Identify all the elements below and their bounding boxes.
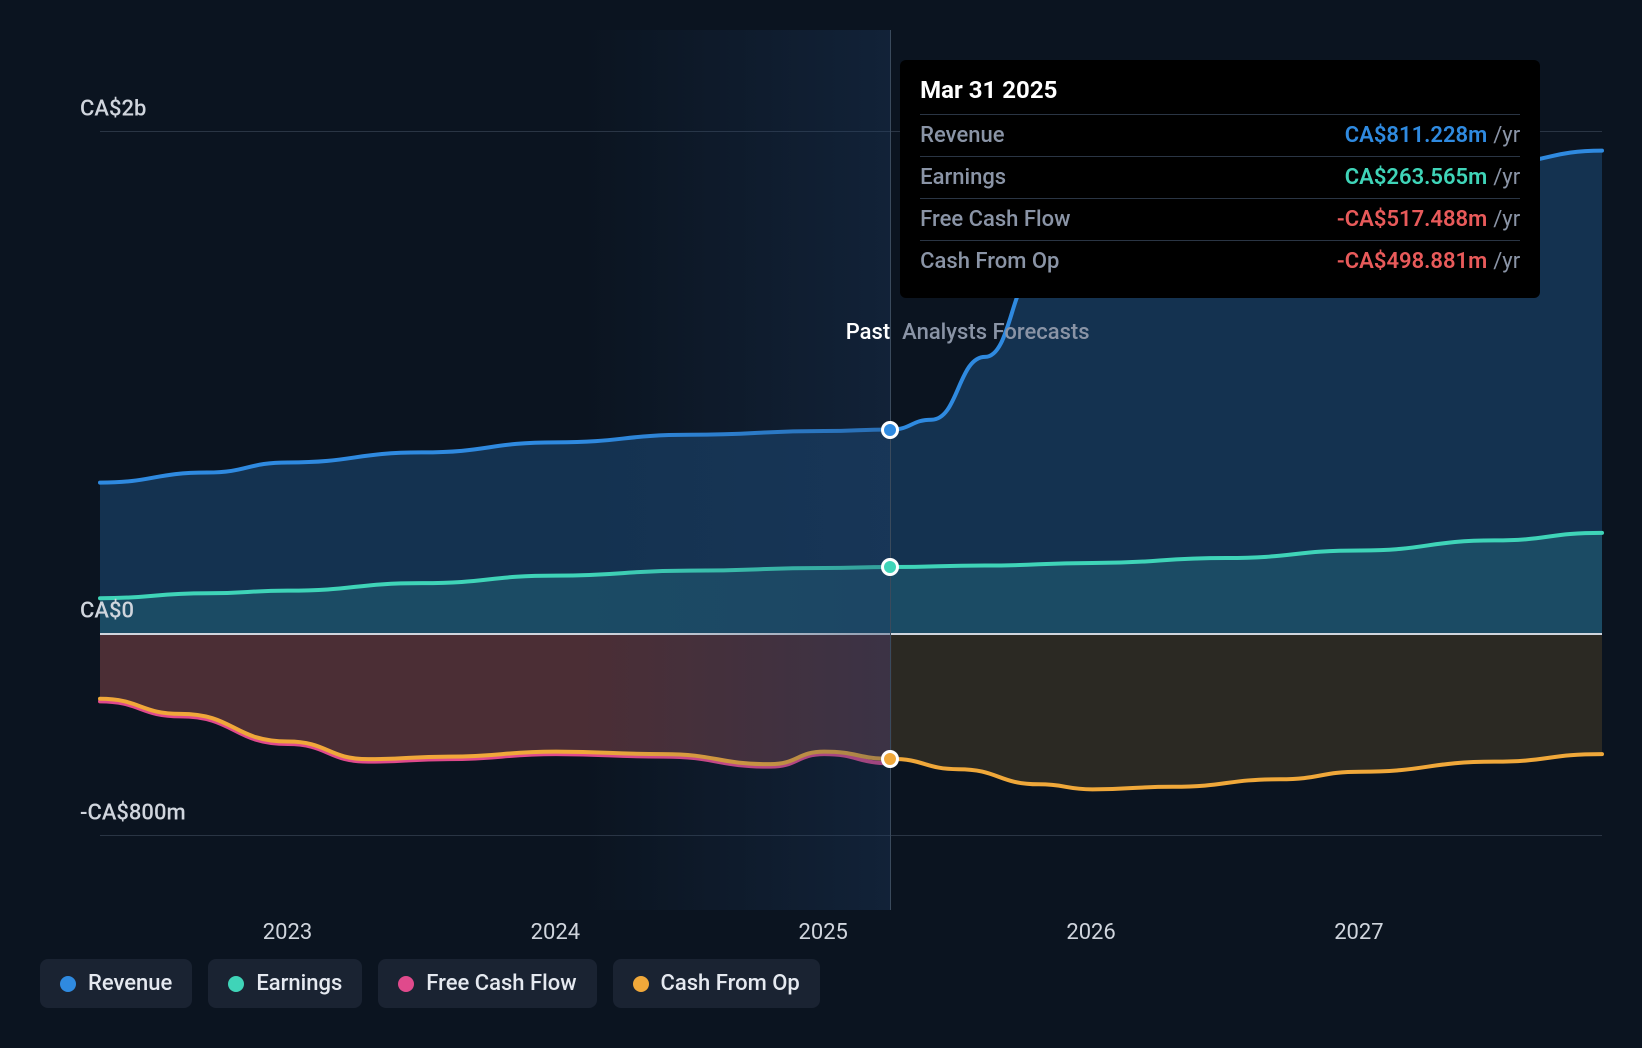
marker-cfo (881, 750, 899, 768)
x-axis-tick-label: 2023 (263, 920, 312, 945)
tooltip-unit: /yr (1493, 207, 1520, 232)
x-axis-tick-label: 2025 (798, 920, 847, 945)
legend-label: Earnings (256, 971, 342, 996)
tooltip-unit: /yr (1493, 249, 1520, 274)
tooltip-date: Mar 31 2025 (920, 76, 1520, 115)
tooltip-unit: /yr (1493, 165, 1520, 190)
tooltip-label: Free Cash Flow (920, 207, 1070, 232)
forecast-label: Analysts Forecasts (902, 320, 1089, 345)
tooltip-row-cfo: Cash From Op -CA$498.881m/yr (920, 241, 1520, 282)
tooltip-value: CA$263.565m (1345, 165, 1487, 190)
legend-item-fcf[interactable]: Free Cash Flow (378, 959, 596, 1008)
tooltip-label: Earnings (920, 165, 1006, 190)
tooltip-label: Revenue (920, 123, 1004, 148)
x-axis-tick-label: 2026 (1066, 920, 1115, 945)
legend-swatch-icon (228, 976, 244, 992)
y-axis-tick-label: CA$0 (80, 599, 134, 624)
x-axis: 2023 2024 2025 2026 2027 (100, 920, 1602, 960)
y-axis-tick-label: -CA$800m (80, 800, 186, 825)
x-axis-tick-label: 2024 (531, 920, 580, 945)
tooltip-unit: /yr (1493, 123, 1520, 148)
tooltip-value: -CA$517.488m (1337, 207, 1487, 232)
tooltip-row-earnings: Earnings CA$263.565m/yr (920, 157, 1520, 199)
legend-item-earnings[interactable]: Earnings (208, 959, 362, 1008)
financial-chart: CA$2bCA$0-CA$800mPastAnalysts Forecasts … (40, 30, 1602, 1018)
tooltip-label: Cash From Op (920, 249, 1059, 274)
legend-swatch-icon (60, 976, 76, 992)
tooltip-row-fcf: Free Cash Flow -CA$517.488m/yr (920, 199, 1520, 241)
legend-label: Revenue (88, 971, 172, 996)
tooltip-row-revenue: Revenue CA$811.228m/yr (920, 115, 1520, 157)
legend-item-revenue[interactable]: Revenue (40, 959, 192, 1008)
past-label: Past (100, 320, 890, 345)
past-forecast-divider (890, 30, 891, 910)
past-shade (582, 30, 890, 910)
chart-legend: Revenue Earnings Free Cash Flow Cash From O… (40, 959, 820, 1008)
legend-item-cfo[interactable]: Cash From Op (613, 959, 820, 1008)
tooltip-value: -CA$498.881m (1337, 249, 1487, 274)
marker-revenue (881, 421, 899, 439)
y-axis-tick-label: CA$2b (80, 96, 146, 121)
legend-swatch-icon (633, 976, 649, 992)
chart-tooltip: Mar 31 2025 RevenueCA$811.228m/yrEarning… (900, 60, 1540, 298)
x-axis-tick-label: 2027 (1334, 920, 1383, 945)
tooltip-value: CA$811.228m (1345, 123, 1487, 148)
marker-earnings (881, 558, 899, 576)
legend-swatch-icon (398, 976, 414, 992)
legend-label: Free Cash Flow (426, 971, 576, 996)
legend-label: Cash From Op (661, 971, 800, 996)
